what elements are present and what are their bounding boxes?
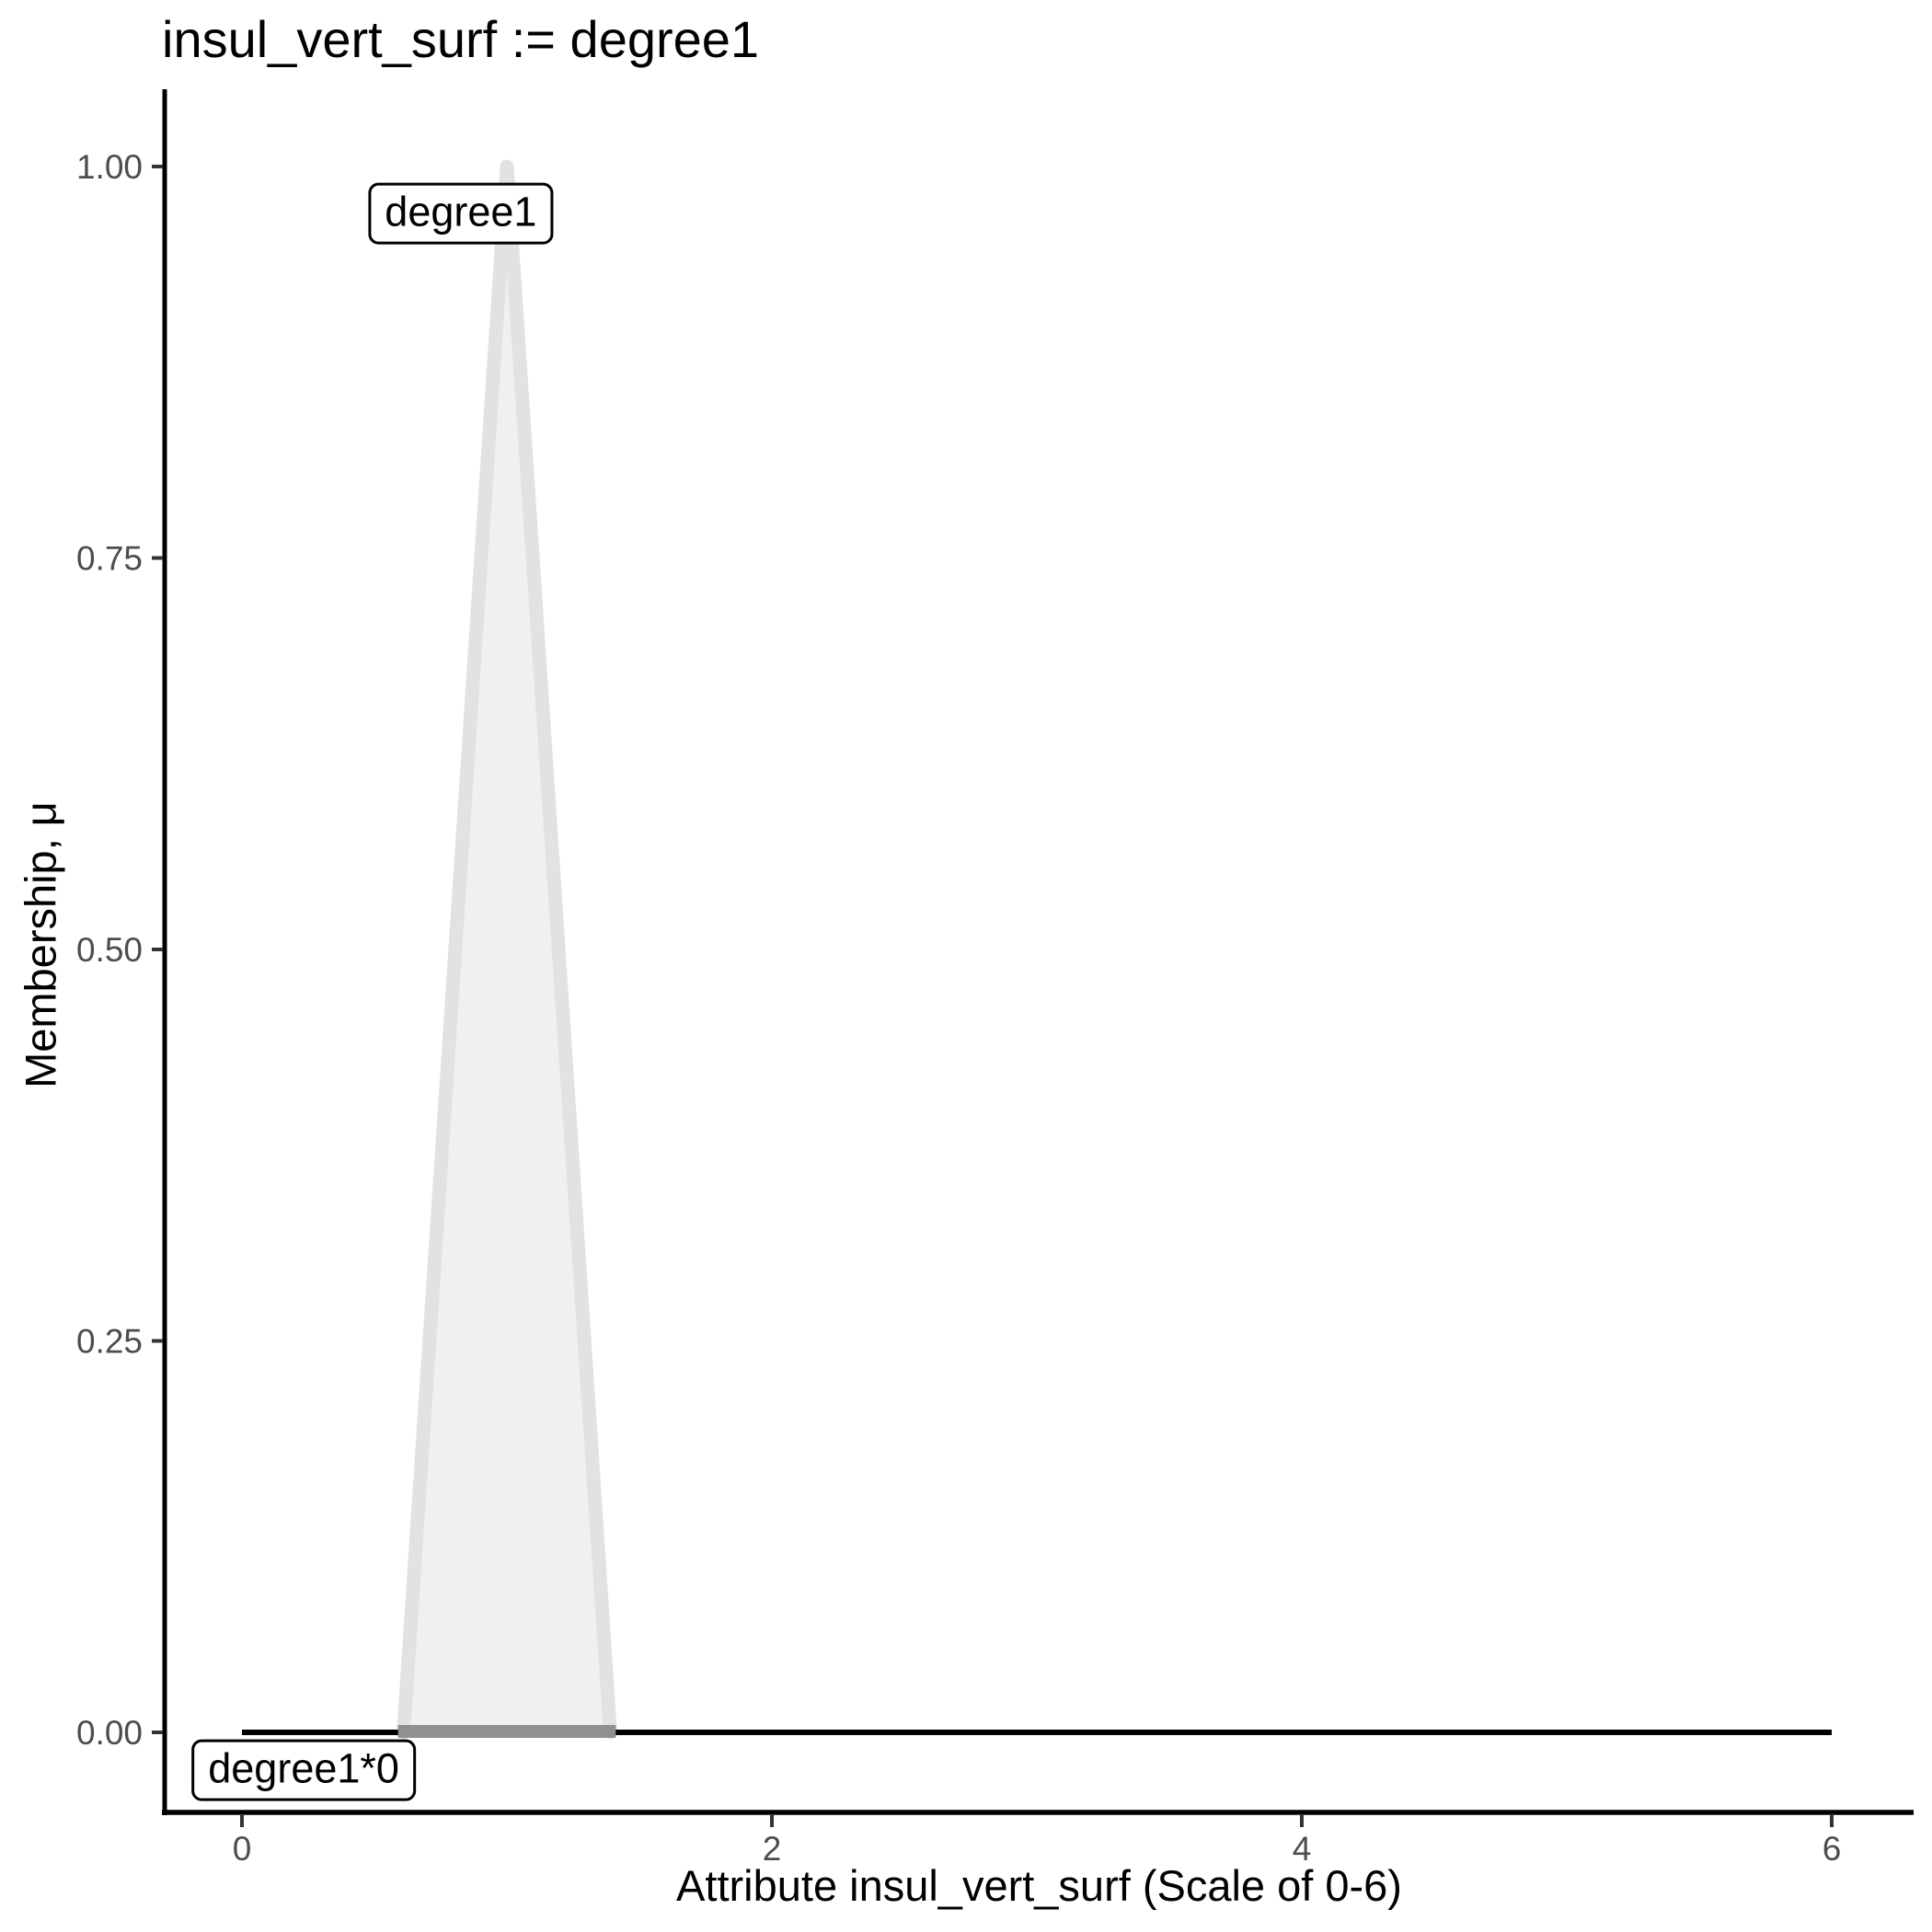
y-axis-title: Membership, μ bbox=[16, 801, 65, 1088]
x-tick-label: 4 bbox=[1293, 1830, 1312, 1868]
y-tick-label: 0.75 bbox=[76, 540, 143, 578]
membership-triangle-fill bbox=[403, 167, 611, 1732]
x-axis-title: Attribute insul_vert_surf (Scale of 0-6) bbox=[676, 1861, 1402, 1910]
y-tick-label: 0.50 bbox=[76, 931, 143, 969]
annotation-label-degree1: degree1 bbox=[368, 182, 554, 245]
x-tick-label: 0 bbox=[233, 1830, 252, 1868]
membership-triangle-edge bbox=[397, 159, 617, 1740]
y-tick-label: 0.00 bbox=[76, 1714, 143, 1752]
x-tick-label: 6 bbox=[1823, 1830, 1842, 1868]
annotation-label-degree1-0: degree1*0 bbox=[191, 1739, 416, 1801]
x-tick-label: 2 bbox=[763, 1830, 782, 1868]
y-tick-label: 1.00 bbox=[76, 148, 143, 186]
y-tick-label: 0.25 bbox=[76, 1323, 143, 1361]
plot-title: insul_vert_surf := degree1 bbox=[162, 10, 760, 68]
